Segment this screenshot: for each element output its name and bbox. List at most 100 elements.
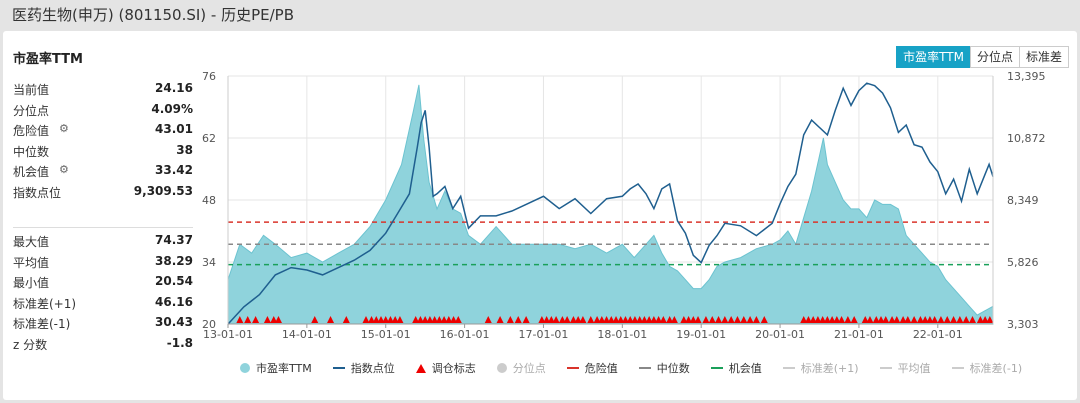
rebalance-marker bbox=[921, 316, 929, 323]
legend-dot-icon bbox=[496, 363, 507, 373]
stat-value: 43.01 bbox=[155, 122, 193, 136]
rebalance-marker bbox=[670, 316, 678, 323]
rebalance-marker bbox=[721, 316, 729, 323]
rebalance-marker bbox=[956, 316, 964, 323]
legend-label: 标准差(+1) bbox=[800, 362, 859, 375]
rebalance-marker bbox=[617, 316, 625, 323]
tab-2[interactable]: 标准差 bbox=[1018, 46, 1069, 68]
rebalance-marker bbox=[543, 316, 551, 323]
rebalance-marker bbox=[740, 316, 748, 323]
rebalance-marker bbox=[650, 316, 658, 323]
rebalance-marker bbox=[962, 316, 970, 323]
legend-item[interactable]: 中位数 bbox=[638, 360, 690, 376]
stat-row: 危险值 ⚙ 43.01 bbox=[13, 119, 193, 140]
rebalance-marker bbox=[904, 316, 912, 323]
stat-row: 机会值 ⚙ 33.42 bbox=[13, 160, 193, 181]
pe-chart[interactable]: 13-01-01 14-01-01 15-01-01 16-01-01 17-01-01… bbox=[3, 71, 1077, 371]
rebalance-marker bbox=[645, 316, 653, 323]
rebalance-marker bbox=[574, 316, 582, 323]
legend-item[interactable]: 标准差(+1) bbox=[782, 360, 859, 376]
rebalance-marker bbox=[484, 316, 492, 323]
rebalance-marker bbox=[640, 316, 648, 323]
rebalance-marker bbox=[631, 316, 639, 323]
legend-label: 市盈率TTM bbox=[256, 362, 312, 375]
pe-area bbox=[227, 84, 994, 325]
x-tick-label: 16-01-01 bbox=[440, 328, 490, 341]
rebalance-marker bbox=[760, 316, 768, 323]
rebalance-marker bbox=[626, 316, 634, 323]
rebalance-marker bbox=[552, 316, 560, 323]
y-right-tick-label: 13,395 bbox=[1007, 71, 1046, 83]
rebalance-marker bbox=[659, 316, 667, 323]
rebalance-marker bbox=[252, 316, 260, 323]
legend-label: 中位数 bbox=[656, 362, 690, 375]
x-tick-label: 18-01-01 bbox=[597, 328, 647, 341]
x-tick-label: 14-01-01 bbox=[282, 328, 332, 341]
legend-item[interactable]: 调仓标志 bbox=[415, 360, 476, 376]
rebalance-marker bbox=[416, 316, 424, 323]
stat-value: 4.09% bbox=[151, 101, 193, 116]
stat-value: 9,309.53 bbox=[133, 183, 193, 198]
panel-title: 市盈率TTM bbox=[13, 52, 83, 67]
stat-value: 46.16 bbox=[155, 294, 193, 309]
gear-icon[interactable]: ⚙ bbox=[59, 122, 69, 135]
tab-1[interactable]: 分位点 bbox=[969, 46, 1020, 68]
rebalance-marker bbox=[522, 316, 530, 323]
rebalance-marker bbox=[838, 316, 846, 323]
legend-triangle-icon bbox=[415, 363, 426, 373]
legend-item[interactable]: 市盈率TTM bbox=[240, 360, 312, 376]
rebalance-marker bbox=[426, 316, 434, 323]
legend-item[interactable]: 危险值 bbox=[566, 360, 618, 376]
legend-item[interactable]: 指数点位 bbox=[332, 360, 395, 376]
rebalance-marker bbox=[558, 316, 566, 323]
legend-item[interactable]: 机会值 bbox=[710, 360, 762, 376]
rebalance-marker bbox=[899, 316, 907, 323]
rebalance-marker bbox=[386, 316, 394, 323]
chart-panel: 市盈率TTM 市盈率TTM 分位点 标准差 当前值 24.16 分位点 4.09% 危险值 ⚙… bbox=[3, 31, 1077, 400]
rebalance-marker bbox=[431, 316, 439, 323]
chart-legend: 市盈率TTM 指数点位 调仓标志 分位点 危险值 中位数 机会值 标准差(+1) 平均值 标准差(… bbox=[240, 360, 1043, 376]
rebalance-marker bbox=[809, 316, 817, 323]
rebalance-marker bbox=[445, 316, 453, 323]
stat-label: 指数点位 bbox=[13, 185, 62, 200]
rebalance-marker bbox=[689, 316, 697, 323]
rebalance-marker bbox=[327, 316, 335, 323]
tab-0[interactable]: 市盈率TTM bbox=[896, 46, 971, 68]
rebalance-marker bbox=[372, 316, 380, 323]
stat-row: 最大值 74.37 bbox=[13, 230, 193, 251]
stat-value: 20.54 bbox=[155, 274, 193, 288]
rebalance-marker bbox=[587, 316, 595, 323]
legend-item[interactable]: 分位点 bbox=[496, 360, 546, 376]
rebalance-marker bbox=[800, 316, 808, 323]
gear-icon[interactable]: ⚙ bbox=[59, 163, 69, 176]
rebalance-marker bbox=[603, 316, 611, 323]
stat-row: 平均值 38.29 bbox=[13, 251, 193, 272]
stat-label: 分位点 bbox=[13, 103, 50, 118]
rebalance-marker bbox=[454, 316, 462, 323]
stat-row: 最小值 20.54 bbox=[13, 271, 193, 292]
stat-label: 最小值 bbox=[13, 276, 50, 290]
stats-distribution: 最大值 74.37 平均值 38.29 最小值 20.54 标准差(+1) 46.16 标准差(… bbox=[13, 227, 193, 353]
rebalance-marker bbox=[861, 316, 869, 323]
rebalance-marker bbox=[986, 316, 994, 323]
rebalance-marker bbox=[621, 316, 629, 323]
stat-row: z 分数 -1.8 bbox=[13, 333, 193, 354]
legend-label: 标准差(-1) bbox=[969, 362, 1023, 375]
stat-value: 38 bbox=[176, 142, 193, 157]
rebalance-marker bbox=[877, 316, 885, 323]
rebalance-marker bbox=[833, 316, 841, 323]
rebalance-marker bbox=[396, 316, 404, 323]
rebalance-marker bbox=[702, 316, 710, 323]
rebalance-marker bbox=[538, 316, 546, 323]
stats-summary: 当前值 24.16 分位点 4.09% 危险值 ⚙ 43.01 中位数 38 机会值 ⚙ 33.42 指… bbox=[13, 78, 193, 201]
rebalance-marker bbox=[814, 316, 822, 323]
rebalance-marker bbox=[746, 316, 754, 323]
rebalance-marker bbox=[579, 316, 587, 323]
rebalance-marker bbox=[950, 316, 958, 323]
legend-item[interactable]: 平均值 bbox=[879, 360, 931, 376]
legend-item[interactable]: 标准差(-1) bbox=[951, 360, 1023, 376]
rebalance-marker bbox=[377, 316, 385, 323]
rebalance-marker bbox=[981, 316, 989, 323]
rebalance-marker bbox=[236, 316, 244, 323]
legend-dash-icon bbox=[710, 367, 723, 369]
